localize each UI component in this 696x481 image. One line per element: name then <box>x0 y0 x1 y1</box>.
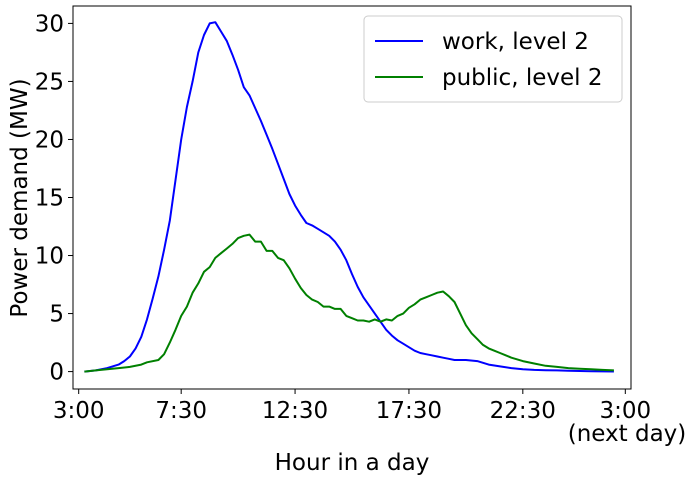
x-axis-label: Hour in a day <box>275 450 430 476</box>
x-tick-label: 3:00 <box>599 398 651 424</box>
y-tick-label: 30 <box>35 11 64 37</box>
x-tick-label: 7:30 <box>155 398 207 424</box>
y-tick-label: 15 <box>35 186 64 212</box>
y-tick-label: 0 <box>49 360 64 386</box>
y-axis-label: Power demand (MW) <box>7 78 33 317</box>
legend-label-work: work, level 2 <box>442 29 589 55</box>
x-tick-label: 17:30 <box>376 398 442 424</box>
x-tick-label: 12:30 <box>262 398 328 424</box>
legend-box <box>363 15 623 103</box>
y-axis-ticks: 0 5 10 15 20 25 30 <box>35 11 73 386</box>
series-line-1 <box>84 233 614 373</box>
x-tick-label: 3:00 <box>53 398 105 424</box>
y-tick-label: 10 <box>35 244 64 270</box>
x-tick-label: 22:30 <box>490 398 556 424</box>
y-tick-label: 25 <box>35 69 64 95</box>
series-line-0 <box>84 21 614 373</box>
x-tick-note: (next day) <box>568 421 687 447</box>
legend-label-public: public, level 2 <box>442 65 602 91</box>
y-tick-label: 5 <box>49 302 64 328</box>
y-tick-label: 20 <box>35 127 64 153</box>
legend: work, level 2 public, level 2 <box>363 15 623 103</box>
series-layer <box>84 21 614 373</box>
x-axis-ticks: 3:00 7:30 12:30 17:30 22:30 3:00 <box>53 389 651 424</box>
